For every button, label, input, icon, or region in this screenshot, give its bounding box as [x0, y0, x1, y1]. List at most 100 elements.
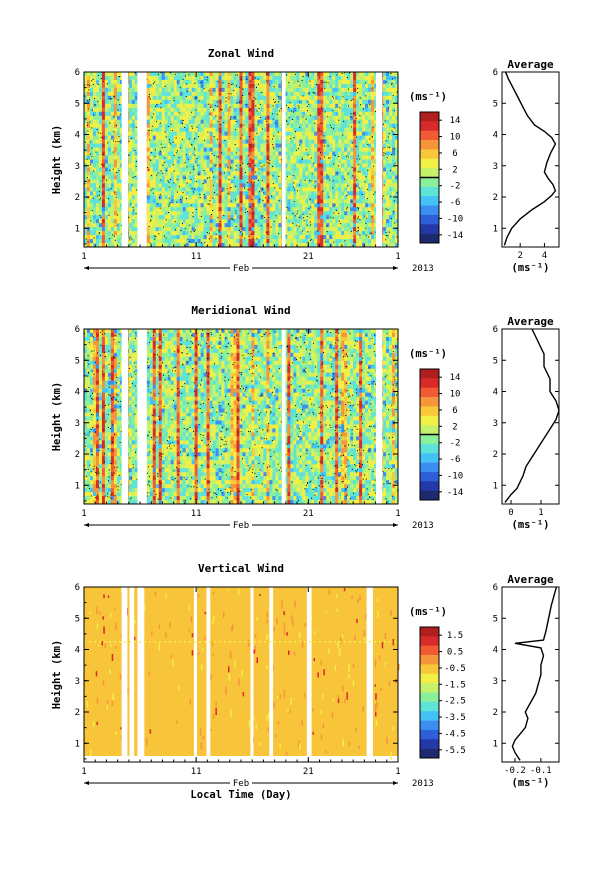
heatmap-cell — [242, 139, 246, 144]
data-dot — [148, 169, 150, 171]
heatmap-cell — [275, 95, 279, 101]
heatmap-cell — [116, 191, 121, 196]
heatmap-cell — [92, 115, 97, 121]
heatmap-cell — [317, 115, 321, 121]
heatmap-cell — [356, 243, 360, 248]
heatmap-cell — [239, 139, 243, 144]
heatmap-cell — [257, 227, 261, 232]
heatmap-cell — [158, 151, 163, 156]
heatmap-cell — [317, 139, 321, 144]
heatmap-cell — [263, 163, 267, 168]
heatmap-cell — [350, 211, 354, 216]
heatmap-cell — [173, 231, 178, 236]
data-dot — [152, 192, 154, 194]
heatmap-cell — [323, 115, 327, 121]
heatmap-cell — [344, 223, 348, 228]
heatmap-cell — [188, 151, 193, 156]
heatmap-cell — [296, 227, 300, 232]
heatmap-cell — [293, 159, 297, 164]
heatmap-cell — [371, 75, 375, 81]
data-dot — [180, 230, 182, 232]
heatmap-cell — [311, 167, 315, 172]
data-dot — [272, 165, 273, 167]
heatmap-cell — [242, 195, 246, 200]
heatmap-cell — [368, 235, 372, 240]
heatmap-cell — [128, 231, 133, 236]
heatmap-cell — [323, 111, 327, 117]
heatmap-cell — [299, 191, 303, 196]
heatmap-cell — [128, 75, 133, 81]
heatmap-cell — [302, 227, 306, 232]
heatmap-cell — [296, 151, 300, 156]
data-dot — [314, 92, 316, 94]
heatmap-cell — [119, 207, 124, 212]
heatmap-cell — [185, 75, 190, 81]
heatmap-cell — [158, 83, 163, 89]
heatmap-cell — [218, 155, 222, 160]
heatmap-cell — [386, 135, 390, 141]
heatmap-cell — [170, 147, 175, 152]
heatmap-cell — [110, 123, 115, 129]
heatmap-cell — [278, 99, 282, 105]
heatmap-cell — [146, 211, 151, 216]
heatmap-cell — [188, 159, 193, 164]
heatmap-cell — [230, 163, 234, 168]
heatmap-cell — [290, 179, 294, 184]
data-dot — [101, 163, 103, 165]
heatmap-cell — [284, 211, 288, 216]
heatmap-cell — [338, 195, 342, 200]
heatmap-cell — [356, 143, 360, 148]
heatmap-cell — [209, 199, 213, 204]
heatmap-cell — [383, 107, 387, 113]
data-dot — [385, 208, 387, 210]
heatmap-cell — [278, 147, 282, 152]
heatmap-cell — [263, 143, 267, 148]
heatmap-cell — [395, 107, 399, 113]
heatmap-cell — [305, 207, 309, 212]
data-dot — [216, 105, 218, 107]
heatmap-cell — [155, 79, 160, 85]
heatmap-cell — [146, 179, 151, 184]
data-dot — [250, 80, 252, 82]
heatmap-cell — [92, 231, 97, 236]
heatmap-cell — [287, 183, 291, 188]
data-dot — [352, 112, 354, 114]
heatmap-cell — [185, 131, 190, 137]
heatmap-cell — [167, 143, 172, 148]
heatmap-cell — [329, 183, 333, 188]
data-dot — [256, 110, 258, 112]
heatmap-cell — [257, 167, 261, 172]
heatmap-cell — [365, 171, 369, 176]
heatmap-cell — [362, 79, 366, 85]
heatmap-cell — [170, 167, 175, 172]
heatmap-cell — [389, 103, 393, 109]
heatmap-cell — [155, 72, 160, 77]
data-dot — [157, 172, 159, 174]
heatmap-cell — [305, 167, 309, 172]
heatmap-cell — [89, 151, 94, 156]
heatmap-cell — [101, 211, 106, 216]
heatmap-cell — [269, 95, 273, 101]
heatmap-cell — [236, 135, 240, 141]
heatmap-cell — [107, 115, 112, 121]
heatmap-cell — [89, 179, 94, 184]
heatmap-cell — [212, 179, 216, 184]
heatmap-cell — [209, 187, 213, 192]
heatmap-cell — [218, 115, 222, 121]
heatmap-cell — [362, 147, 366, 152]
heatmap-cell — [92, 79, 97, 85]
heatmap-cell — [242, 223, 246, 228]
heatmap-cell — [356, 211, 360, 216]
heatmap-cell — [344, 111, 348, 117]
data-dot — [294, 73, 296, 75]
heatmap-cell — [119, 211, 124, 216]
data-dot — [272, 118, 274, 120]
heatmap-cell — [323, 127, 327, 133]
heatmap-cell — [176, 103, 181, 109]
heatmap-cell — [119, 239, 124, 244]
heatmap-cell — [344, 79, 348, 85]
heatmap-cell — [254, 159, 258, 164]
data-dot — [347, 173, 349, 175]
heatmap-cell — [116, 99, 121, 105]
heatmap-cell — [110, 83, 115, 89]
